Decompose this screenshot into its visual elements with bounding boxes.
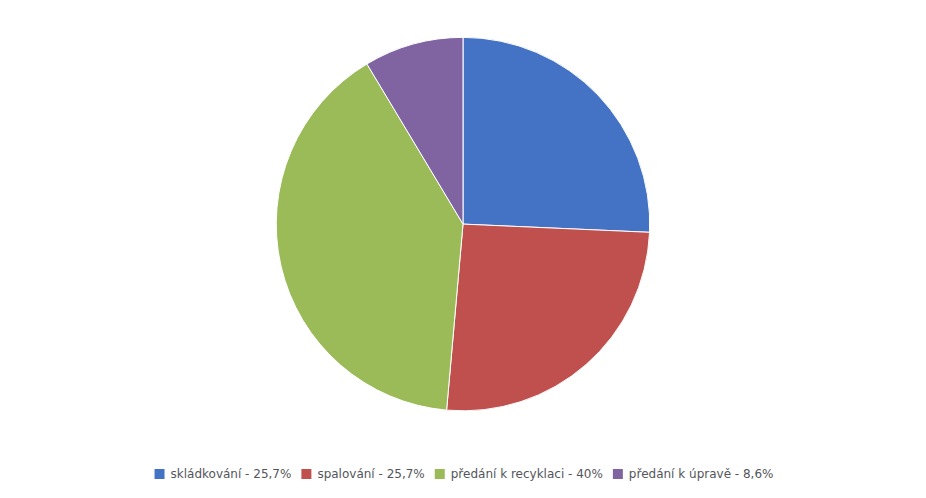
svg-text:předání k recyklaci - 40%: předání k recyklaci - 40% <box>451 467 603 481</box>
svg-text:spalování - 25,7%: spalování - 25,7% <box>317 467 424 481</box>
svg-text:skládkování - 25,7%: skládkování - 25,7% <box>171 467 292 481</box>
svg-text:předání k úpravě - 8,6%: předání k úpravě - 8,6% <box>629 467 774 481</box>
